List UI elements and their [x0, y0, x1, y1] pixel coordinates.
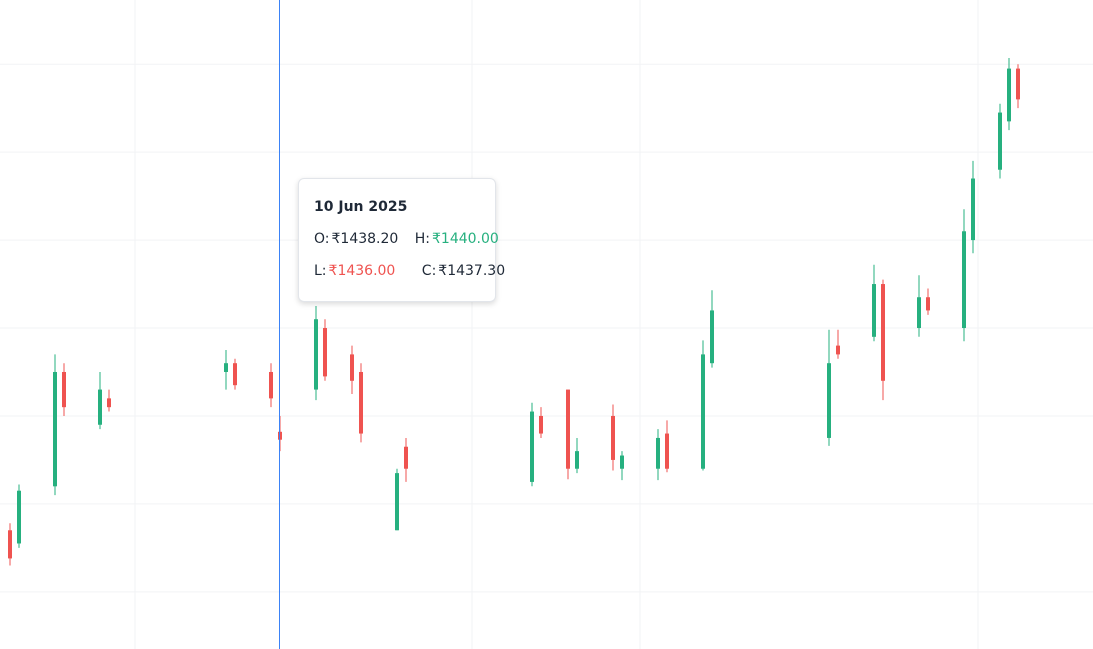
candle-body — [62, 371, 66, 408]
candle-body — [98, 389, 102, 425]
vertical-grid — [134, 0, 979, 649]
candle-body — [872, 284, 876, 337]
candle-body — [404, 446, 408, 469]
candle-body — [269, 371, 273, 399]
candle-body — [836, 345, 840, 355]
tooltip-row: L: ₹1436.00 C: ₹1437.30 — [314, 263, 505, 279]
close-value: ₹1437.30 — [438, 263, 506, 279]
grid — [0, 63, 1093, 593]
candle-body — [710, 310, 714, 364]
candle-body — [701, 354, 705, 469]
candle-body — [1007, 68, 1011, 122]
candle-body — [998, 112, 1002, 170]
candle-body — [881, 284, 885, 381]
high-value: ₹1440.00 — [432, 231, 499, 247]
low-label: L: — [314, 263, 327, 279]
candle-body — [962, 231, 966, 329]
tooltip-row: O: ₹1438.20 H: ₹1440.00 — [314, 231, 499, 247]
open-value: ₹1438.20 — [331, 231, 399, 247]
candle-body — [656, 437, 660, 469]
candle-body — [530, 411, 534, 482]
candle-body — [611, 415, 615, 460]
candle-body — [323, 328, 327, 377]
candle-body — [53, 371, 57, 487]
candle-body — [620, 455, 624, 469]
high-label: H: — [414, 231, 431, 247]
candle-body — [395, 473, 399, 531]
candle-body — [926, 297, 930, 311]
close-label: C: — [421, 263, 437, 279]
candle-body — [1016, 68, 1020, 100]
candle-body — [566, 389, 570, 469]
tooltip: 10 Jun 2025 O: ₹1438.20 H: ₹1440.00 L: ₹143… — [298, 178, 505, 302]
low-value: ₹1436.00 — [328, 263, 396, 279]
candle-body — [350, 354, 354, 381]
candle-body — [917, 297, 921, 329]
candle-body — [314, 319, 318, 390]
candle-body — [827, 363, 831, 438]
tooltip-date: 10 Jun 2025 — [314, 199, 408, 215]
candle-body — [107, 398, 111, 408]
candle-body — [575, 451, 579, 469]
candle-body — [233, 363, 237, 386]
candle-body — [539, 415, 543, 434]
candle-body — [224, 363, 228, 372]
candle-body — [17, 490, 21, 544]
candle-body — [665, 433, 669, 469]
open-label: O: — [314, 231, 330, 247]
candle-body — [971, 178, 975, 241]
candle-body — [359, 371, 363, 434]
candle-body — [8, 530, 12, 559]
candles — [8, 58, 1020, 566]
